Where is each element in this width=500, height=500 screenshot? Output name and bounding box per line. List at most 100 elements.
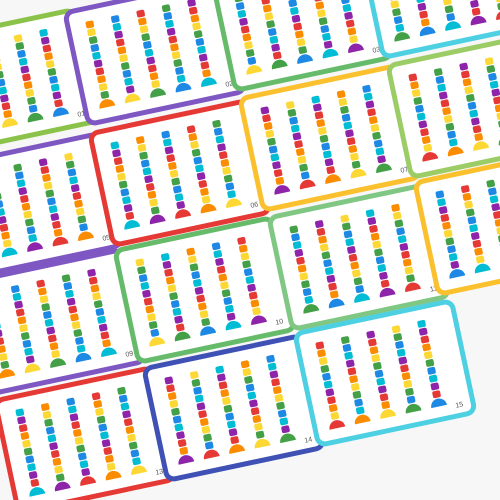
peg xyxy=(164,146,174,155)
peg xyxy=(342,222,351,231)
peg xyxy=(419,10,428,19)
peg xyxy=(176,74,186,83)
peg xyxy=(286,101,295,109)
peg xyxy=(373,139,383,148)
peg xyxy=(95,407,104,416)
peg xyxy=(272,51,282,60)
peg-base xyxy=(280,433,296,444)
peg xyxy=(49,75,58,84)
peg xyxy=(370,124,380,132)
peg xyxy=(296,38,306,47)
peg-base xyxy=(175,209,192,219)
peg xyxy=(237,236,246,245)
peg-base xyxy=(473,141,490,151)
peg xyxy=(242,33,252,42)
peg xyxy=(137,266,146,275)
peg xyxy=(25,89,35,97)
peg xyxy=(1,231,10,240)
peg xyxy=(0,200,4,209)
peg xyxy=(244,41,253,50)
peg xyxy=(211,242,221,251)
peg xyxy=(88,36,98,44)
peg xyxy=(279,417,289,426)
peg xyxy=(245,276,255,284)
peg xyxy=(288,0,297,7)
peg xyxy=(117,46,127,55)
peg xyxy=(408,73,418,82)
peg xyxy=(402,258,412,267)
peg xyxy=(177,439,187,447)
peg xyxy=(115,165,125,173)
peg-base xyxy=(419,26,436,37)
peg xyxy=(200,187,209,196)
peg xyxy=(117,172,126,181)
peg xyxy=(45,189,55,198)
peg xyxy=(338,98,348,106)
peg xyxy=(352,269,361,278)
peg xyxy=(174,315,183,324)
peg xyxy=(340,0,350,5)
card: 10 xyxy=(113,216,297,364)
peg xyxy=(263,122,273,130)
peg xyxy=(215,135,225,144)
card-number: 03 xyxy=(372,46,381,54)
card-body xyxy=(358,0,500,59)
peg xyxy=(368,338,377,347)
peg xyxy=(2,239,12,248)
peg-base xyxy=(226,198,242,209)
peg xyxy=(195,164,204,173)
peg-base xyxy=(431,398,447,409)
peg xyxy=(302,288,312,296)
peg xyxy=(329,290,339,299)
peg xyxy=(495,0,500,3)
peg xyxy=(39,295,49,304)
peg xyxy=(93,400,103,408)
peg xyxy=(323,380,333,389)
peg xyxy=(314,111,324,120)
peg xyxy=(226,312,236,321)
peg xyxy=(43,181,53,190)
peg xyxy=(0,329,3,338)
peg xyxy=(470,0,479,8)
peg xyxy=(175,323,185,332)
peg xyxy=(350,152,359,161)
peg-base xyxy=(0,369,16,379)
peg xyxy=(79,223,88,232)
peg xyxy=(166,154,175,162)
peg xyxy=(265,130,275,138)
peg-base xyxy=(54,481,71,492)
peg xyxy=(162,260,172,269)
peg xyxy=(444,5,454,14)
peg xyxy=(50,83,60,92)
peg xyxy=(70,184,80,193)
peg xyxy=(17,49,26,58)
peg xyxy=(351,160,361,169)
peg xyxy=(250,407,260,416)
peg xyxy=(295,30,304,39)
peg xyxy=(138,17,147,26)
peg xyxy=(418,120,428,129)
peg xyxy=(459,62,468,71)
peg-base xyxy=(50,358,67,368)
peg xyxy=(394,219,404,228)
card: 15 xyxy=(293,299,477,447)
peg xyxy=(3,110,12,118)
peg xyxy=(406,395,416,404)
peg xyxy=(291,14,301,23)
peg xyxy=(150,328,160,337)
peg xyxy=(260,106,270,115)
peg-base xyxy=(200,326,217,336)
peg xyxy=(417,319,426,328)
peg xyxy=(489,80,499,89)
peg xyxy=(73,329,83,337)
peg xyxy=(14,300,23,309)
peg-base xyxy=(27,242,44,252)
peg xyxy=(227,420,236,429)
peg xyxy=(100,431,109,440)
peg xyxy=(462,192,472,201)
peg xyxy=(92,292,101,301)
peg xyxy=(98,423,108,432)
peg xyxy=(445,237,455,246)
peg xyxy=(472,125,482,134)
peg xyxy=(273,169,283,177)
